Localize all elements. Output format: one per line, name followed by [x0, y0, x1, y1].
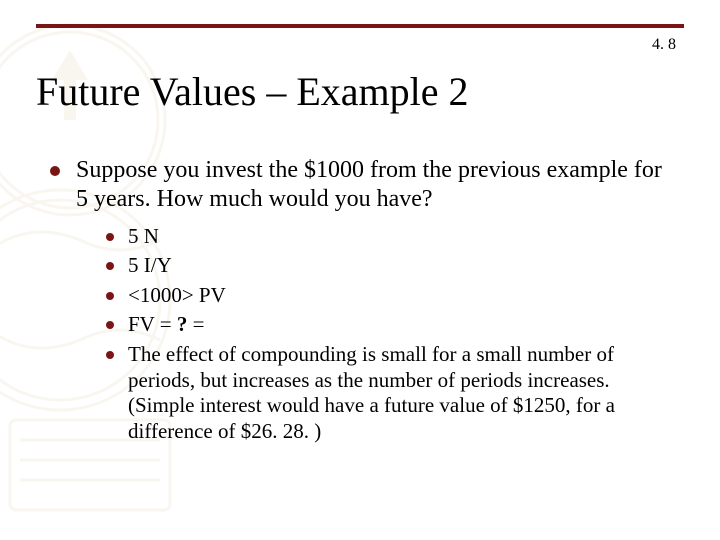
top-divider — [36, 24, 684, 28]
sublist: 5 N 5 I/Y <1000> PV FV = ? = The effect … — [106, 224, 676, 445]
bullet-level2: The effect of compounding is small for a… — [106, 342, 676, 444]
bullet-dot-icon — [106, 321, 114, 329]
bullet-level2: FV = ? = — [106, 312, 676, 338]
bullet-text: The effect of compounding is small for a… — [128, 342, 615, 443]
bullet-level2: <1000> PV — [106, 283, 676, 309]
page-number: 4. 8 — [652, 36, 676, 54]
bullet-dot-icon — [106, 262, 114, 270]
bullet-dot-icon — [106, 292, 114, 300]
bullet-level2: 5 N — [106, 224, 676, 250]
bullet-text: <1000> PV — [128, 283, 226, 307]
bullet-text: 5 N — [128, 224, 159, 248]
bullet-dot-icon — [106, 351, 114, 359]
slide-body: Suppose you invest the $1000 from the pr… — [50, 156, 676, 458]
bullet-dot-icon — [106, 233, 114, 241]
slide: 4. 8 Future Values – Example 2 Suppose y… — [0, 0, 720, 540]
bullet-text: 5 I/Y — [128, 253, 172, 277]
bullet-text: Suppose you invest the $1000 from the pr… — [76, 157, 662, 212]
slide-title: Future Values – Example 2 — [36, 68, 469, 115]
bullet-text: FV = ? = — [128, 312, 204, 336]
bullet-dot-icon — [50, 166, 60, 176]
bullet-level2: 5 I/Y — [106, 253, 676, 279]
bullet-level1: Suppose you invest the $1000 from the pr… — [50, 156, 676, 444]
